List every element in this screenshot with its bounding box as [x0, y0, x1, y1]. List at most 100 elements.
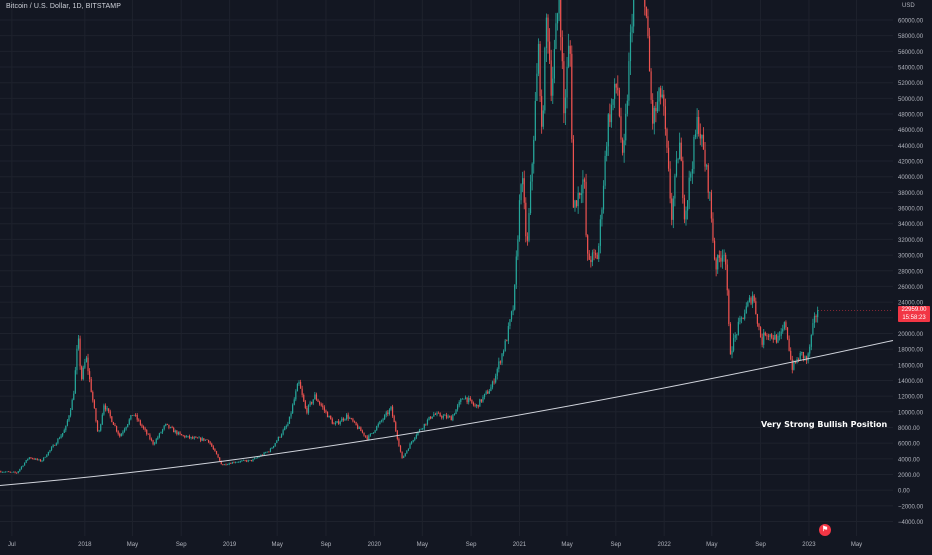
candle-body [420, 428, 422, 430]
support-trendline[interactable] [0, 340, 894, 486]
candle-body [299, 382, 302, 389]
candle-body [577, 192, 579, 207]
candle-body [539, 43, 541, 97]
candle-body [758, 323, 760, 328]
candle-body [558, 0, 560, 14]
candle-body [425, 423, 427, 425]
candle-body [90, 379, 92, 393]
candle-body [198, 437, 200, 439]
candle-body [810, 334, 812, 347]
candle-body [476, 404, 478, 406]
candle-body [223, 464, 226, 466]
bar-countdown: 15:58:23 [902, 315, 926, 321]
candle-body [569, 45, 571, 54]
candle-body [606, 146, 608, 156]
candle-body [71, 399, 73, 410]
candle-body [536, 73, 538, 101]
candle-body [334, 422, 337, 425]
candle-body [115, 426, 118, 432]
candle-body [271, 447, 273, 449]
candle-body [713, 240, 716, 260]
candle-body [712, 218, 714, 241]
x-tick-label: May [127, 542, 138, 548]
candle-body [596, 254, 598, 260]
time-axis[interactable]: Jul 2018 May Sep 2019 May Sep 2020 May Sep 2021 May… [8, 542, 862, 548]
candle-body [739, 318, 741, 322]
candle-body [767, 335, 770, 337]
candle-body [74, 370, 76, 394]
currency-label: USD [902, 3, 915, 9]
candle-body [709, 192, 711, 193]
candle-body [146, 429, 148, 434]
candle-body [390, 406, 392, 410]
candle-body [39, 459, 42, 462]
candle-body [618, 90, 620, 117]
candle-body [336, 421, 338, 423]
candle-body [798, 358, 800, 360]
candle-body [65, 425, 67, 431]
candle-body [257, 457, 259, 458]
candle-body [136, 415, 138, 420]
chart-annotation[interactable]: Very Strong Bullish Position [761, 420, 888, 429]
candle-body [380, 420, 383, 422]
y-tick-label: 28000.00 [898, 269, 924, 275]
candle-body [341, 418, 343, 422]
candle-body [388, 409, 390, 414]
candle-body [304, 401, 306, 408]
candle-body [588, 253, 590, 260]
candle-body [650, 71, 652, 100]
candle-body [506, 340, 508, 342]
candle-body [621, 139, 624, 153]
candle-body [135, 414, 137, 416]
candle-body [468, 398, 470, 403]
candle-body [745, 306, 747, 314]
candle-body [807, 353, 809, 361]
candle-body [398, 438, 400, 446]
candle-body [123, 429, 126, 432]
candle-body [182, 435, 184, 436]
candle-body [526, 236, 528, 241]
candle-body [30, 457, 32, 459]
candle-body [675, 159, 678, 176]
candle-body [529, 181, 532, 214]
price-axis[interactable]: −4000.00 −2000.00 0.00 2000.00 4000.00 6000.0… [898, 19, 924, 527]
candle-body [85, 357, 88, 362]
candle-body [439, 413, 441, 417]
candle-body [645, 6, 647, 17]
candle-body [377, 423, 379, 427]
candle-body [721, 255, 724, 262]
candle-body [731, 350, 733, 355]
candle-body [303, 394, 305, 402]
candle-body [409, 443, 411, 449]
candle-body [6, 471, 8, 473]
earnings-flag-icon[interactable]: ⚑ [819, 524, 831, 536]
symbol-title: Bitcoin / U.S. Dollar, 1D, BITSTAMP [6, 3, 122, 10]
candle-body [100, 424, 102, 431]
candle-body [158, 433, 161, 438]
candle-body [528, 213, 530, 241]
candle-body [691, 168, 693, 174]
y-tick-label: 60000.00 [898, 19, 924, 25]
candle-body [104, 405, 107, 410]
candle-body [474, 405, 476, 406]
candle-body [133, 414, 135, 416]
candle-body [512, 309, 514, 312]
candle-body [411, 441, 413, 444]
candle-body [355, 421, 357, 426]
candle-body [794, 361, 797, 363]
candle-body [501, 353, 503, 363]
candle-body [376, 426, 378, 431]
candle-body [212, 446, 214, 450]
candle-body [168, 424, 170, 428]
candle-body [60, 435, 62, 439]
candle-body [317, 399, 319, 402]
y-tick-label: 42000.00 [898, 160, 924, 166]
trendline-layer[interactable] [0, 309, 894, 486]
candle-body [656, 101, 659, 112]
candle-body [707, 165, 709, 193]
candle-body [644, 0, 646, 7]
candle-body [664, 106, 666, 130]
candle-body [227, 464, 229, 466]
